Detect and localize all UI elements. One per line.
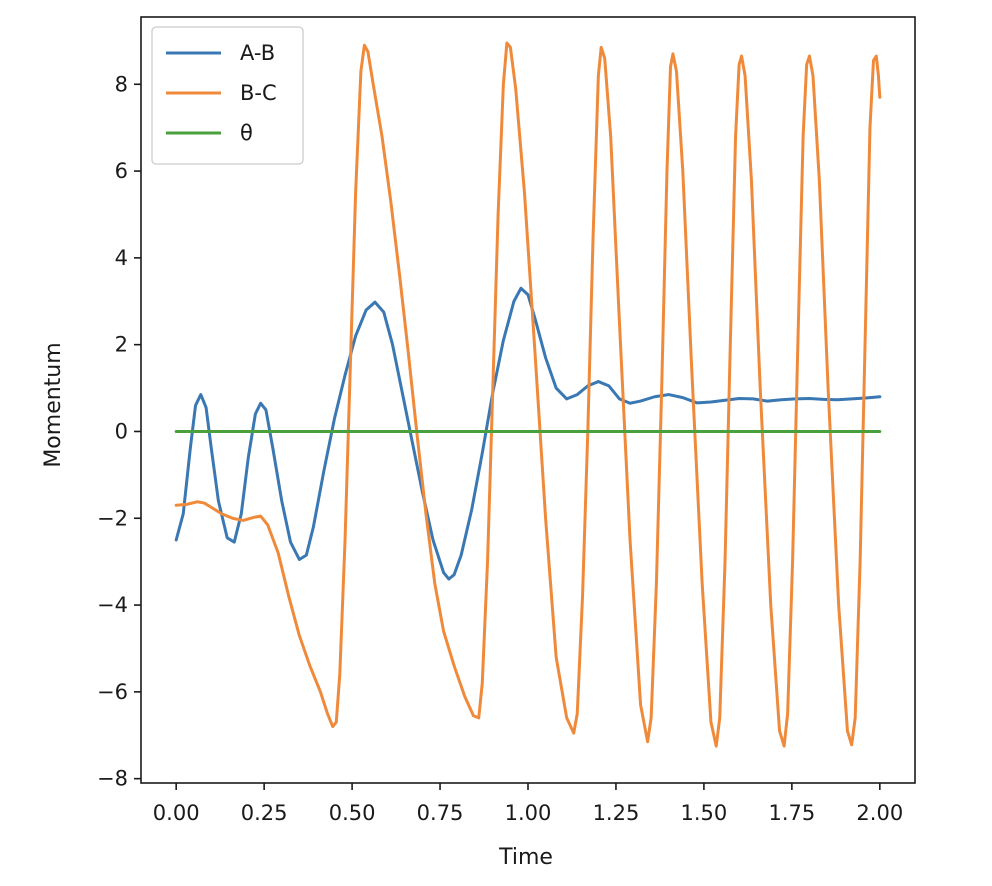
x-tick-label: 0.50: [329, 801, 376, 825]
y-tick-label: −2: [97, 506, 128, 530]
y-tick-label: 2: [115, 333, 128, 357]
x-tick-label: 1.25: [593, 801, 640, 825]
series-line-1: [174, 41, 882, 748]
legend-label-1: B-C: [240, 81, 277, 105]
y-axis-ticks: −8 −6 −4 −2 0 2 4 6 8: [97, 72, 141, 791]
x-tick-label: 1.00: [505, 801, 552, 825]
y-tick-label: 4: [115, 246, 128, 270]
x-axis-title: Time: [498, 845, 553, 870]
y-tick-label: −8: [97, 767, 128, 791]
x-axis-ticks: 0.00 0.25 0.50 0.75 1.00 1.25 1.50 1.75 2.00: [153, 783, 903, 825]
x-tick-label: 1.50: [681, 801, 728, 825]
x-tick-label: 0.00: [153, 801, 200, 825]
y-tick-label: 0: [115, 419, 128, 443]
series-layer: [174, 41, 882, 748]
y-tick-label: 6: [115, 159, 128, 183]
series-line-0: [174, 286, 882, 581]
x-tick-label: 1.75: [768, 801, 815, 825]
legend-box: [151, 26, 304, 165]
x-tick-label: 2.00: [856, 801, 903, 825]
y-tick-label: −4: [97, 593, 128, 617]
legend-label-0: A-B: [240, 41, 275, 65]
x-tick-label: 0.75: [417, 801, 464, 825]
y-tick-label: 8: [115, 72, 128, 96]
x-tick-label: 0.25: [241, 801, 288, 825]
y-tick-label: −6: [97, 680, 128, 704]
legend-label-2: θ: [240, 121, 253, 145]
legend: A-B B-C θ: [151, 26, 304, 165]
y-axis-title: Momentum: [41, 342, 66, 467]
